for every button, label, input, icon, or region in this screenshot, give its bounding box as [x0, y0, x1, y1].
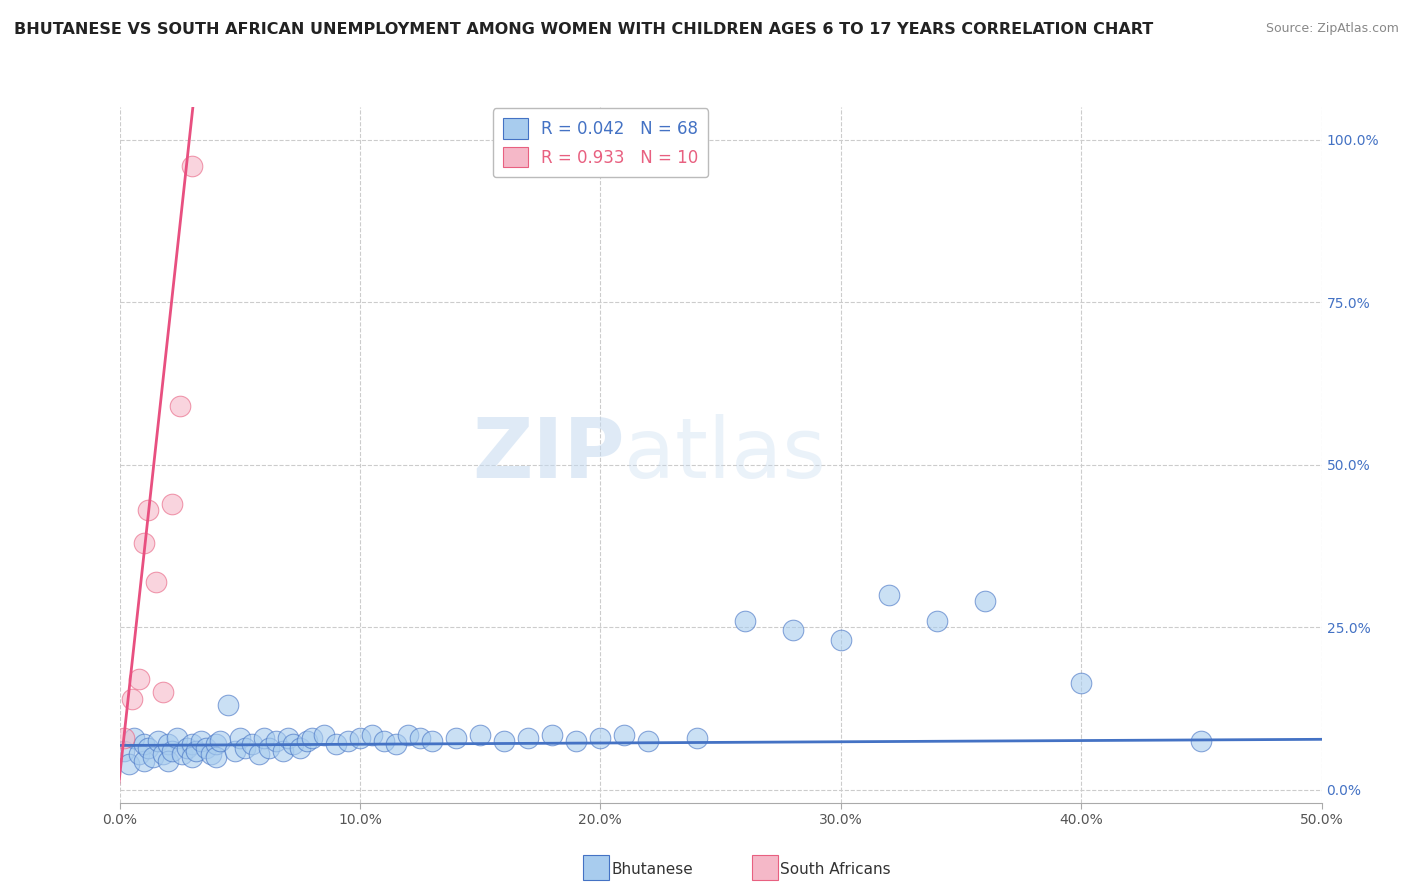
Text: South Africans: South Africans: [780, 863, 891, 877]
Point: [264, 734, 287, 748]
Legend: R = 0.042   N = 68, R = 0.933   N = 10: R = 0.042 N = 68, R = 0.933 N = 10: [492, 109, 709, 178]
Point: [152, 747, 174, 761]
Point: [156, 754, 179, 768]
Point: [146, 734, 169, 748]
Point: [132, 754, 155, 768]
Point: [224, 744, 246, 758]
Point: [589, 731, 612, 745]
Point: [180, 159, 202, 173]
Point: [128, 747, 150, 761]
Point: [112, 731, 135, 745]
Point: [409, 731, 432, 745]
Point: [312, 727, 335, 741]
Point: [190, 734, 212, 748]
Point: [112, 744, 135, 758]
Point: [128, 672, 150, 686]
Point: [257, 740, 280, 755]
Point: [444, 731, 467, 745]
Point: [121, 691, 143, 706]
Point: [247, 747, 270, 761]
Point: [396, 727, 419, 741]
Point: [734, 614, 756, 628]
Point: [637, 734, 659, 748]
Point: [118, 756, 141, 771]
Point: [176, 740, 198, 755]
Point: [142, 750, 165, 764]
Point: [420, 734, 443, 748]
Point: [138, 503, 160, 517]
Point: [209, 734, 232, 748]
Point: [156, 737, 179, 751]
Point: [240, 737, 263, 751]
Point: [162, 744, 184, 758]
Point: [925, 614, 948, 628]
Point: [565, 734, 588, 748]
Point: [325, 737, 347, 751]
Point: [361, 727, 384, 741]
Point: [877, 588, 900, 602]
Point: [277, 731, 299, 745]
Point: [132, 737, 155, 751]
Point: [145, 574, 167, 589]
Point: [974, 594, 997, 608]
Point: [281, 737, 304, 751]
Point: [685, 731, 707, 745]
Point: [271, 744, 294, 758]
Text: atlas: atlas: [624, 415, 827, 495]
Point: [385, 737, 408, 751]
Point: [517, 731, 540, 745]
Point: [301, 731, 323, 745]
Point: [162, 497, 184, 511]
Point: [295, 734, 318, 748]
Point: [169, 399, 191, 413]
Point: [138, 740, 160, 755]
Point: [166, 731, 188, 745]
Text: ZIP: ZIP: [472, 415, 624, 495]
Point: [830, 633, 852, 648]
Point: [253, 731, 276, 745]
Point: [233, 740, 256, 755]
Text: Bhutanese: Bhutanese: [612, 863, 693, 877]
Point: [170, 747, 193, 761]
Point: [288, 740, 311, 755]
Point: [200, 747, 222, 761]
Point: [204, 750, 226, 764]
Text: BHUTANESE VS SOUTH AFRICAN UNEMPLOYMENT AMONG WOMEN WITH CHILDREN AGES 6 TO 17 Y: BHUTANESE VS SOUTH AFRICAN UNEMPLOYMENT …: [14, 22, 1153, 37]
Text: Source: ZipAtlas.com: Source: ZipAtlas.com: [1265, 22, 1399, 36]
Point: [1189, 734, 1212, 748]
Point: [613, 727, 636, 741]
Point: [373, 734, 395, 748]
Point: [204, 737, 226, 751]
Point: [132, 535, 155, 549]
Point: [782, 624, 804, 638]
Point: [541, 727, 564, 741]
Point: [336, 734, 359, 748]
Point: [152, 685, 174, 699]
Point: [349, 731, 371, 745]
Point: [122, 731, 145, 745]
Point: [468, 727, 492, 741]
Point: [186, 744, 208, 758]
Point: [217, 698, 239, 713]
Point: [180, 737, 202, 751]
Point: [494, 734, 516, 748]
Point: [195, 740, 218, 755]
Point: [1070, 675, 1092, 690]
Point: [228, 731, 252, 745]
Point: [180, 750, 202, 764]
